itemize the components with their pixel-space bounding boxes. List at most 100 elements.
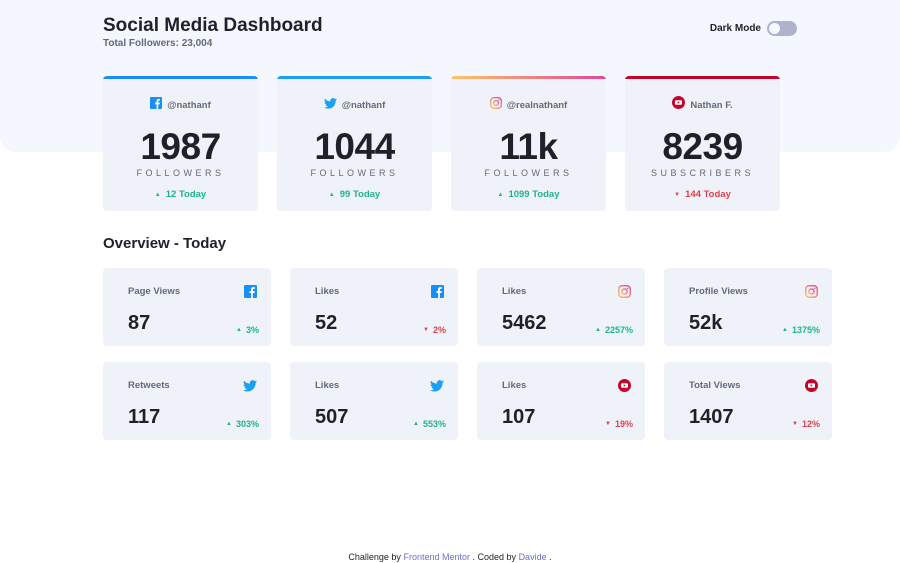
metric-value: 5462	[502, 312, 547, 334]
overview-card[interactable]: Likes 5462 ▲ 2257%	[477, 268, 645, 346]
follower-count: 8239	[662, 126, 743, 167]
arrow-up-icon: ▲	[413, 421, 419, 427]
metric-label: Retweets	[128, 380, 170, 391]
metric-change: ▼ 2%	[423, 325, 446, 335]
metric-change-label: 553%	[422, 419, 446, 429]
follower-card-instagram[interactable]: @realnathanf 11k FOLLOWERS ▲ 1099 Today	[451, 76, 606, 211]
metric-change-label: 3%	[245, 325, 259, 335]
overview-card[interactable]: Retweets 117 ▲ 303%	[103, 362, 271, 440]
instagram-icon	[618, 285, 631, 303]
today-change: ▲ 12 Today	[103, 189, 258, 200]
follower-unit: SUBSCRIBERS	[650, 168, 755, 178]
today-change-label: 144 Today	[685, 189, 731, 200]
facebook-icon	[431, 285, 444, 303]
dark-mode-label: Dark Mode	[709, 23, 761, 34]
metric-change-label: 1375%	[791, 325, 820, 335]
account-handle: @nathanf	[167, 99, 211, 111]
instagram-icon	[805, 285, 818, 303]
today-change-label: 99 Today	[339, 189, 381, 200]
overview-card[interactable]: Total Views 1407 ▼ 12%	[664, 362, 832, 440]
metric-change: ▲ 2257%	[595, 325, 633, 335]
attribution: Challenge by Frontend Mentor . Coded by …	[0, 552, 900, 562]
attribution-prefix: Challenge by	[348, 552, 401, 562]
instagram-icon	[489, 96, 502, 114]
follower-card-facebook[interactable]: @nathanf 1987 FOLLOWERS ▲ 12 Today	[103, 76, 258, 211]
youtube-icon	[672, 96, 686, 114]
card-accent-bar	[625, 76, 780, 79]
follower-card-youtube[interactable]: Nathan F. 8239 SUBSCRIBERS ▼ 144 Today	[625, 76, 780, 211]
attribution-middle: . Coded by	[472, 552, 517, 562]
header: Social Media Dashboard Total Followers: …	[103, 14, 797, 54]
facebook-icon	[150, 96, 163, 114]
overview-card[interactable]: Profile Views 52k ▲ 1375%	[664, 268, 832, 346]
metric-change: ▲ 553%	[413, 419, 446, 429]
metric-label: Page Views	[128, 286, 181, 297]
arrow-up-icon: ▲	[497, 191, 504, 198]
dark-mode-control: Dark Mode	[710, 21, 797, 36]
arrow-up-icon: ▲	[236, 327, 242, 333]
arrow-up-icon: ▲	[328, 191, 335, 198]
arrow-up-icon: ▲	[154, 191, 161, 198]
metric-change-label: 12%	[801, 419, 820, 429]
arrow-down-icon: ▼	[792, 421, 798, 427]
metric-change-label: 303%	[235, 419, 259, 429]
metric-change: ▲ 3%	[236, 325, 259, 335]
card-accent-bar	[277, 76, 432, 79]
metric-value: 117	[128, 406, 161, 428]
followers-cards: @nathanf 1987 FOLLOWERS ▲ 12 Today @nath…	[103, 76, 780, 211]
metric-label: Profile Views	[689, 286, 748, 297]
metric-label: Likes	[502, 286, 527, 297]
account-handle: @nathanf	[341, 99, 386, 111]
total-followers: Total Followers: 23,004	[103, 38, 213, 49]
arrow-up-icon: ▲	[782, 327, 788, 333]
metric-change-label: 2257%	[604, 325, 633, 335]
overview-grid: Page Views 87 ▲ 3% Likes 52 ▼ 2% Likes 5…	[103, 268, 832, 440]
youtube-icon	[618, 379, 631, 397]
account-handle: Nathan F.	[690, 99, 733, 111]
card-accent-bar	[103, 76, 258, 79]
metric-change: ▲ 1375%	[782, 325, 820, 335]
follower-unit: FOLLOWERS	[310, 168, 399, 178]
metric-change: ▼ 12%	[792, 419, 820, 429]
metric-label: Likes	[502, 380, 527, 391]
follower-count: 1044	[314, 126, 395, 167]
overview-card[interactable]: Likes 52 ▼ 2%	[290, 268, 458, 346]
follower-unit: FOLLOWERS	[484, 168, 573, 178]
metric-label: Likes	[315, 286, 340, 297]
follower-count: 1987	[140, 126, 221, 167]
attribution-suffix: .	[549, 552, 552, 562]
twitter-icon	[243, 379, 257, 397]
account-handle: @realnathanf	[506, 99, 568, 111]
follower-card-twitter[interactable]: @nathanf 1044 FOLLOWERS ▲ 99 Today	[277, 76, 432, 211]
dark-mode-toggle[interactable]	[767, 21, 797, 36]
metric-value: 507	[315, 406, 349, 428]
frontend-mentor-link[interactable]: Frontend Mentor	[403, 552, 470, 562]
overview-card[interactable]: Page Views 87 ▲ 3%	[103, 268, 271, 346]
metric-label: Total Views	[689, 380, 741, 391]
follower-count: 11k	[499, 126, 558, 167]
arrow-down-icon: ▼	[605, 421, 611, 427]
card-accent-bar	[451, 76, 606, 79]
page-title: Social Media Dashboard	[103, 15, 323, 36]
arrow-up-icon: ▲	[595, 327, 601, 333]
overview-card[interactable]: Likes 507 ▲ 553%	[290, 362, 458, 440]
arrow-down-icon: ▼	[423, 327, 429, 333]
metric-value: 52	[315, 312, 338, 334]
metric-label: Likes	[315, 380, 340, 391]
metric-change: ▲ 303%	[226, 419, 259, 429]
metric-change-label: 19%	[614, 419, 633, 429]
arrow-down-icon: ▼	[674, 191, 681, 198]
facebook-icon	[244, 285, 257, 303]
today-change-label: 12 Today	[165, 189, 207, 200]
author-link[interactable]: Davide	[518, 552, 547, 562]
arrow-up-icon: ▲	[226, 421, 232, 427]
metric-change: ▼ 19%	[605, 419, 633, 429]
overview-card[interactable]: Likes 107 ▼ 19%	[477, 362, 645, 440]
today-change-label: 1099 Today	[508, 189, 560, 200]
twitter-icon	[323, 96, 337, 114]
metric-value: 52k	[689, 312, 723, 334]
today-change: ▼ 144 Today	[625, 189, 780, 200]
twitter-icon	[430, 379, 444, 397]
follower-unit: FOLLOWERS	[136, 168, 225, 178]
toggle-knob	[769, 23, 780, 34]
